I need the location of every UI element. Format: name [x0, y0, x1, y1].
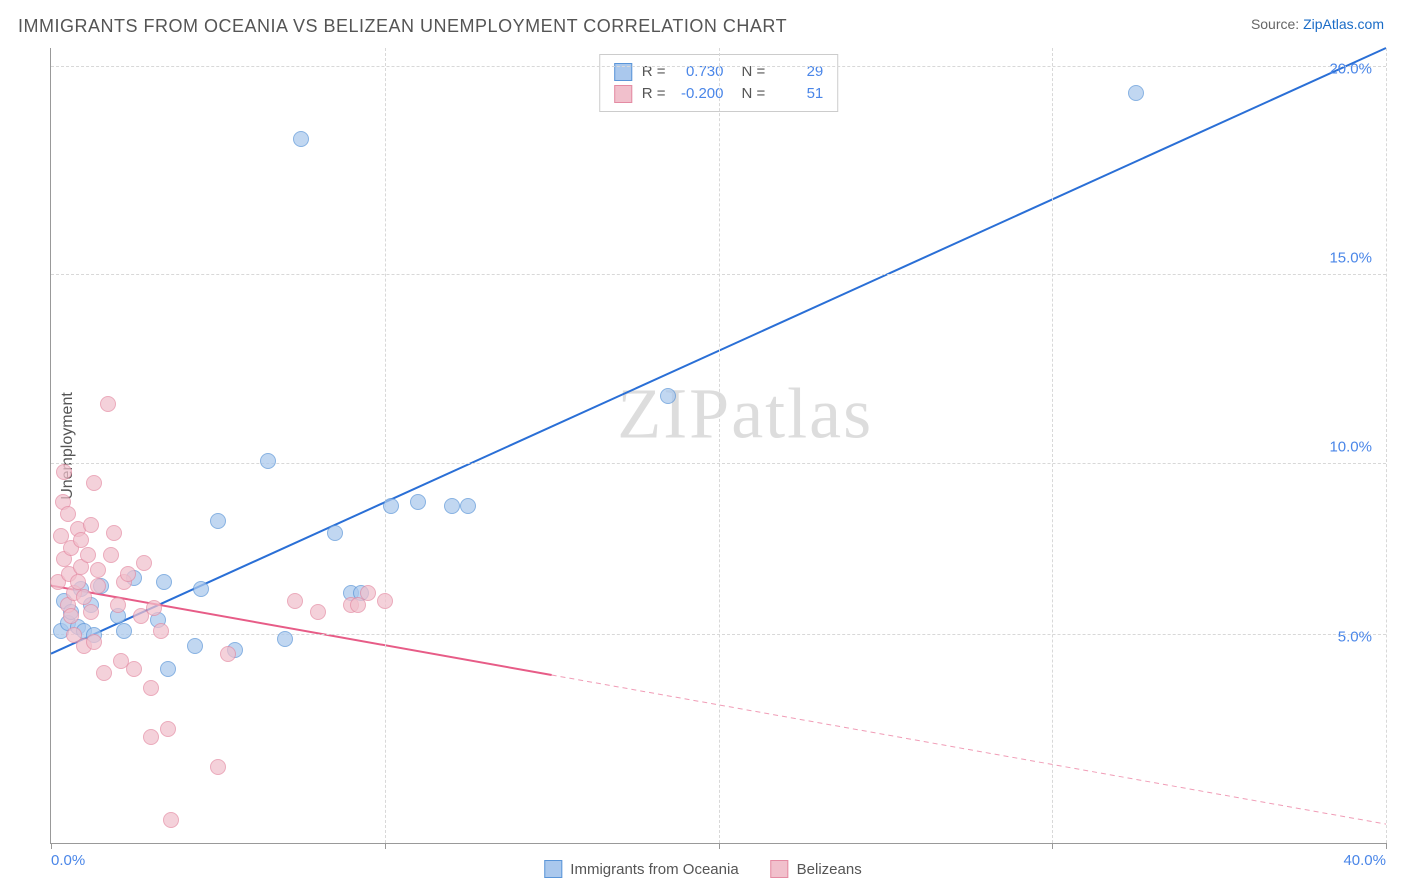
- y-tick-label: 20.0%: [1329, 60, 1372, 77]
- gridline-vertical: [1052, 48, 1053, 843]
- r-value: 0.730: [676, 61, 724, 83]
- scatter-point: [160, 661, 176, 677]
- scatter-point: [126, 661, 142, 677]
- legend-label: Belizeans: [797, 861, 862, 878]
- scatter-point: [70, 574, 86, 590]
- scatter-point: [160, 721, 176, 737]
- scatter-point: [210, 513, 226, 529]
- scatter-point: [100, 396, 116, 412]
- x-tick-mark: [1052, 843, 1053, 849]
- scatter-point: [120, 566, 136, 582]
- x-tick-label: 0.0%: [51, 852, 85, 869]
- legend-swatch: [544, 860, 562, 878]
- scatter-point: [220, 646, 236, 662]
- gridline-vertical: [719, 48, 720, 843]
- plot-area: ZIPatlas R =0.730N =29R =-0.200N =51 5.0…: [50, 48, 1386, 844]
- legend-label: Immigrants from Oceania: [570, 861, 738, 878]
- scatter-point: [327, 525, 343, 541]
- scatter-point: [287, 593, 303, 609]
- scatter-point: [260, 453, 276, 469]
- scatter-point: [383, 498, 399, 514]
- scatter-point: [106, 525, 122, 541]
- gridline-vertical: [1386, 48, 1387, 843]
- x-tick-mark: [385, 843, 386, 849]
- source-link[interactable]: ZipAtlas.com: [1303, 16, 1384, 32]
- scatter-point: [310, 604, 326, 620]
- scatter-point: [103, 547, 119, 563]
- scatter-point: [460, 498, 476, 514]
- scatter-point: [96, 665, 112, 681]
- y-tick-label: 15.0%: [1329, 250, 1372, 267]
- scatter-point: [444, 498, 460, 514]
- scatter-point: [76, 589, 92, 605]
- scatter-point: [83, 517, 99, 533]
- x-tick-mark: [1386, 843, 1387, 849]
- n-value: 51: [775, 83, 823, 105]
- r-value: -0.200: [676, 83, 724, 105]
- x-tick-mark: [719, 843, 720, 849]
- scatter-point: [116, 623, 132, 639]
- n-label: N =: [742, 83, 766, 105]
- scatter-point: [1128, 85, 1144, 101]
- scatter-point: [156, 574, 172, 590]
- legend-swatch: [614, 85, 632, 103]
- scatter-point: [83, 604, 99, 620]
- scatter-point: [136, 555, 152, 571]
- scatter-point: [60, 506, 76, 522]
- scatter-point: [410, 494, 426, 510]
- series-legend: Immigrants from Oceania Belizeans: [544, 860, 861, 878]
- scatter-point: [80, 547, 96, 563]
- scatter-point: [277, 631, 293, 647]
- scatter-point: [660, 388, 676, 404]
- scatter-point: [86, 475, 102, 491]
- x-tick-label: 40.0%: [1343, 852, 1386, 869]
- n-label: N =: [742, 61, 766, 83]
- scatter-point: [193, 581, 209, 597]
- gridline-vertical: [385, 48, 386, 843]
- r-label: R =: [642, 83, 666, 105]
- source-label: Source:: [1251, 16, 1303, 32]
- legend-item: Belizeans: [771, 860, 862, 878]
- r-label: R =: [642, 61, 666, 83]
- n-value: 29: [775, 61, 823, 83]
- x-tick-mark: [51, 843, 52, 849]
- source-attribution: Source: ZipAtlas.com: [1251, 16, 1384, 32]
- scatter-point: [90, 578, 106, 594]
- scatter-point: [73, 532, 89, 548]
- scatter-point: [143, 680, 159, 696]
- chart-title: IMMIGRANTS FROM OCEANIA VS BELIZEAN UNEM…: [18, 16, 787, 37]
- scatter-point: [210, 759, 226, 775]
- scatter-point: [56, 464, 72, 480]
- scatter-point: [90, 562, 106, 578]
- scatter-point: [86, 634, 102, 650]
- scatter-point: [293, 131, 309, 147]
- scatter-point: [187, 638, 203, 654]
- scatter-point: [143, 729, 159, 745]
- scatter-point: [377, 593, 393, 609]
- trend-line-dashed: [552, 675, 1386, 824]
- scatter-point: [163, 812, 179, 828]
- y-tick-label: 5.0%: [1338, 628, 1372, 645]
- y-tick-label: 10.0%: [1329, 439, 1372, 456]
- scatter-point: [360, 585, 376, 601]
- scatter-point: [63, 608, 79, 624]
- chart-container: ZIPatlas R =0.730N =29R =-0.200N =51 5.0…: [50, 48, 1386, 844]
- scatter-point: [146, 600, 162, 616]
- scatter-point: [153, 623, 169, 639]
- legend-item: Immigrants from Oceania: [544, 860, 738, 878]
- scatter-point: [110, 597, 126, 613]
- legend-swatch: [771, 860, 789, 878]
